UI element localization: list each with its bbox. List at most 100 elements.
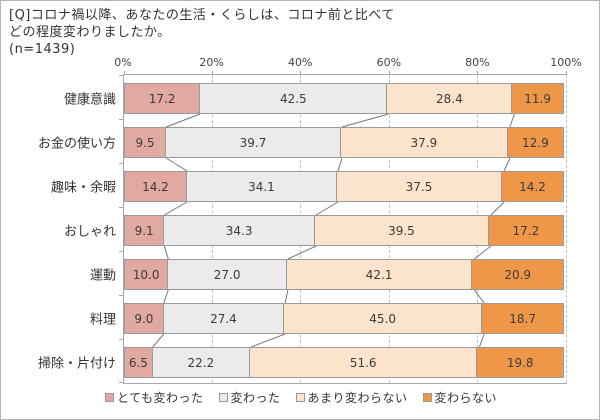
connector-line bbox=[337, 157, 343, 172]
connector-line bbox=[490, 201, 505, 216]
bar-segment: 37.9 bbox=[339, 127, 508, 158]
bar-segment: 42.1 bbox=[285, 259, 473, 290]
bar-segment: 14.2 bbox=[501, 171, 564, 202]
legend-label: あまり変わらない bbox=[307, 391, 408, 405]
axis-tick bbox=[477, 71, 479, 75]
x-tick-label: 100% bbox=[550, 56, 582, 69]
bar-segment: 28.4 bbox=[386, 83, 513, 114]
bar-segment: 10.0 bbox=[124, 259, 169, 290]
value-label: 45.0 bbox=[369, 311, 396, 326]
value-label: 22.2 bbox=[187, 355, 215, 370]
value-label: 37.5 bbox=[405, 179, 433, 194]
connector-line bbox=[165, 157, 188, 172]
connector-line bbox=[474, 289, 485, 304]
category-label: 趣味・余暇 bbox=[50, 180, 116, 195]
legend-item: 変わらない bbox=[422, 389, 498, 406]
value-label: 11.9 bbox=[524, 91, 551, 106]
legend-item: 変わった bbox=[218, 389, 281, 406]
bar-segment: 27.4 bbox=[162, 303, 285, 334]
value-label: 6.5 bbox=[128, 355, 148, 370]
connector-line bbox=[165, 113, 201, 128]
axis-tick bbox=[300, 71, 302, 75]
value-label: 34.3 bbox=[225, 223, 253, 238]
legend-label: 変わった bbox=[230, 391, 281, 405]
stacked-bar: 6.5 22.2 51.6 19.8 bbox=[124, 347, 567, 378]
value-label: 51.6 bbox=[349, 355, 377, 370]
x-tick-label: 40% bbox=[287, 56, 313, 69]
axis-tick bbox=[566, 71, 567, 75]
bar-segment: 9.1 bbox=[124, 215, 165, 246]
title-line-1: [Q]コロナ禍以降、あなたの生活・くらしは、コロナ前と比べて bbox=[9, 8, 395, 23]
value-label: 27.4 bbox=[210, 311, 237, 326]
stacked-bar: 10.0 27.0 42.1 20.9 bbox=[124, 259, 567, 290]
bar-segment: 18.7 bbox=[481, 303, 564, 334]
sample-size: (n=1439) bbox=[9, 42, 76, 57]
value-label: 14.2 bbox=[142, 179, 169, 194]
connector-line bbox=[163, 245, 169, 260]
connector-line bbox=[315, 201, 339, 216]
connector-line bbox=[509, 113, 515, 128]
title-line-2: どの程度変わりましたか。 bbox=[9, 25, 171, 40]
connector-line bbox=[287, 245, 317, 260]
bar-segment: 27.0 bbox=[167, 259, 287, 290]
bar-segment: 22.2 bbox=[151, 347, 250, 378]
legend-marker bbox=[422, 393, 432, 402]
value-label: 9.5 bbox=[135, 135, 155, 150]
bar-segment: 11.9 bbox=[511, 83, 564, 114]
category-label: 運動 bbox=[89, 268, 116, 283]
value-label: 20.9 bbox=[504, 267, 532, 282]
value-label: 39.5 bbox=[388, 223, 415, 238]
bar-segment: 39.7 bbox=[165, 127, 341, 158]
value-label: 12.9 bbox=[522, 135, 549, 150]
category-axis-tick bbox=[119, 75, 124, 76]
category-label: 健康意識 bbox=[63, 92, 116, 107]
bar-segment: 14.2 bbox=[124, 171, 187, 202]
category-axis-tick bbox=[119, 295, 124, 296]
stacked-bar: 9.5 39.7 37.9 12.9 bbox=[124, 127, 567, 158]
plot-area: 17.2 42.5 28.4 11.9 9.5 39.7 37.9 12.9 14.2 34.1 3… bbox=[119, 71, 567, 384]
value-label: 37.9 bbox=[410, 135, 438, 150]
value-label: 17.2 bbox=[148, 91, 176, 106]
legend-item: あまり変わらない bbox=[295, 389, 408, 406]
legend-marker bbox=[295, 393, 305, 402]
value-label: 18.7 bbox=[509, 311, 536, 326]
bar-segment: 42.5 bbox=[199, 83, 388, 114]
connector-line bbox=[250, 333, 286, 348]
category-axis-tick bbox=[119, 207, 124, 208]
connector-line bbox=[341, 113, 389, 128]
value-label: 28.4 bbox=[435, 91, 463, 106]
bar-segment: 9.5 bbox=[124, 127, 167, 158]
bar-segment: 6.5 bbox=[124, 347, 153, 378]
chart-title: [Q]コロナ禍以降、あなたの生活・くらしは、コロナ前と比べて どの程度変わりまし… bbox=[9, 7, 395, 58]
bar-segment: 12.9 bbox=[506, 127, 564, 158]
x-tick-label: 0% bbox=[114, 56, 132, 69]
bar-segment: 39.5 bbox=[314, 215, 489, 246]
axis-tick bbox=[388, 71, 390, 75]
bar-segment: 17.2 bbox=[124, 83, 201, 114]
x-tick-label: 20% bbox=[199, 56, 224, 69]
axis-tick bbox=[211, 71, 213, 75]
bar-segment: 37.5 bbox=[335, 171, 503, 202]
bar-segment: 45.0 bbox=[283, 303, 483, 334]
connector-line bbox=[284, 289, 289, 304]
stacked-bar: 17.2 42.5 28.4 11.9 bbox=[124, 83, 567, 114]
bar-segment: 34.1 bbox=[185, 171, 337, 202]
x-tick-label: 60% bbox=[376, 56, 402, 69]
value-label: 34.1 bbox=[248, 179, 275, 194]
value-label: 19.8 bbox=[506, 355, 534, 370]
value-label: 42.1 bbox=[365, 267, 393, 282]
bar-segment: 9.0 bbox=[124, 303, 164, 334]
value-label: 9.0 bbox=[134, 311, 154, 326]
stacked-bar: 9.1 34.3 39.5 17.2 bbox=[124, 215, 567, 246]
bar-segment: 19.8 bbox=[476, 347, 564, 378]
connector-line bbox=[163, 289, 169, 304]
bar-segment: 20.9 bbox=[471, 259, 564, 290]
legend-marker bbox=[104, 393, 114, 402]
connector-line bbox=[503, 157, 511, 172]
stacked-bar: 14.2 34.1 37.5 14.2 bbox=[124, 171, 567, 202]
value-label: 9.1 bbox=[134, 223, 154, 238]
category-axis-tick bbox=[119, 119, 124, 120]
legend-marker bbox=[218, 393, 228, 402]
bar-segment: 17.2 bbox=[487, 215, 564, 246]
